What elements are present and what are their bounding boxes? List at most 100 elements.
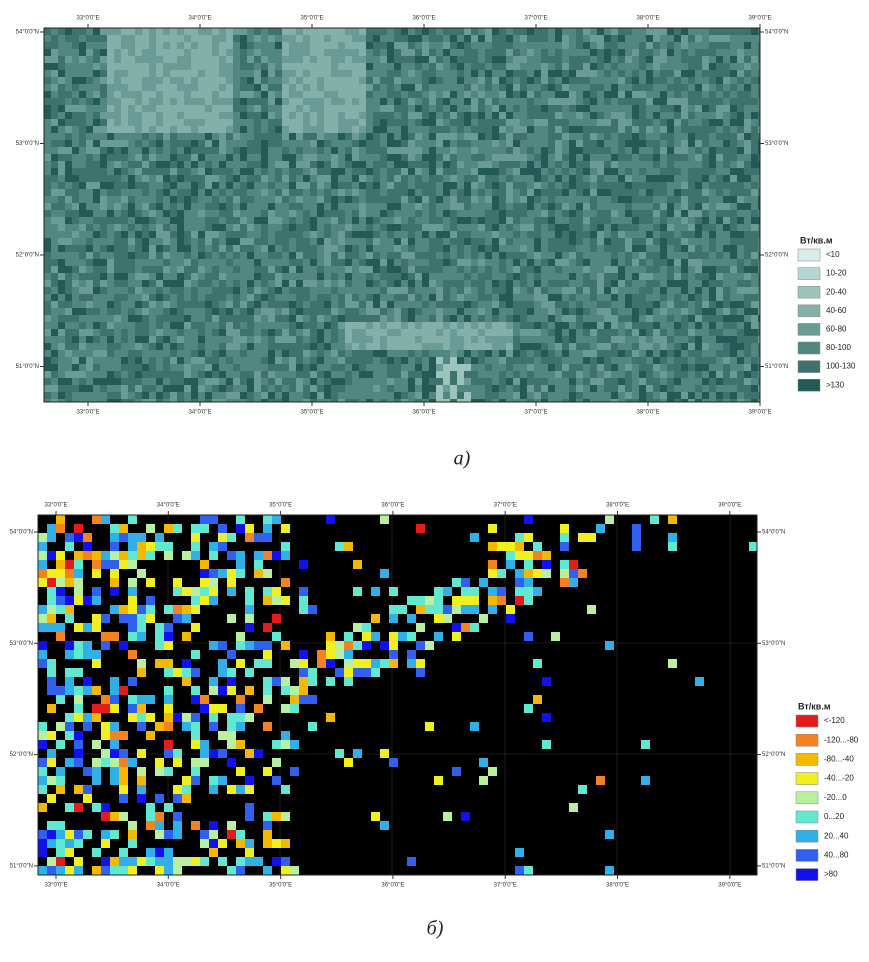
raster-cell bbox=[373, 35, 380, 42]
raster-cell bbox=[415, 217, 422, 224]
raster-cell bbox=[359, 196, 366, 203]
raster-cell bbox=[205, 154, 212, 161]
raster-cell bbox=[373, 119, 380, 126]
raster-cell bbox=[401, 161, 408, 168]
raster-cell bbox=[590, 119, 597, 126]
raster-cell bbox=[282, 175, 289, 182]
raster-cell bbox=[240, 182, 247, 189]
raster-cell bbox=[688, 84, 695, 91]
raster-cell bbox=[212, 217, 219, 224]
raster-cell bbox=[569, 259, 576, 266]
raster-cell bbox=[254, 154, 261, 161]
raster-cell bbox=[324, 91, 331, 98]
raster-cell bbox=[513, 175, 520, 182]
raster-cell bbox=[107, 35, 114, 42]
raster-cell bbox=[219, 224, 226, 231]
raster-cell bbox=[352, 63, 359, 70]
raster-cell bbox=[142, 224, 149, 231]
raster-cell bbox=[93, 280, 100, 287]
raster-cell bbox=[170, 182, 177, 189]
raster-cell bbox=[114, 35, 121, 42]
raster-cell bbox=[576, 182, 583, 189]
raster-cell bbox=[247, 91, 254, 98]
raster-cell bbox=[44, 42, 51, 49]
raster-cell bbox=[121, 273, 128, 280]
raster-cell bbox=[681, 252, 688, 259]
raster-cell bbox=[107, 308, 114, 315]
raster-cell bbox=[702, 238, 709, 245]
raster-cell bbox=[65, 294, 72, 301]
raster-cell bbox=[58, 140, 65, 147]
raster-cell bbox=[72, 63, 79, 70]
raster-cell bbox=[457, 98, 464, 105]
raster-cell bbox=[681, 182, 688, 189]
raster-cell bbox=[163, 280, 170, 287]
raster-cell bbox=[625, 322, 632, 329]
raster-cell bbox=[464, 343, 471, 350]
raster-cell bbox=[604, 175, 611, 182]
raster-cell bbox=[408, 259, 415, 266]
raster-cell bbox=[275, 154, 282, 161]
raster-cell bbox=[324, 217, 331, 224]
raster-cell bbox=[79, 231, 86, 238]
raster-cell bbox=[436, 133, 443, 140]
raster-cell bbox=[429, 287, 436, 294]
raster-cell bbox=[562, 210, 569, 217]
raster-cell bbox=[709, 140, 716, 147]
raster-cell bbox=[331, 336, 338, 343]
raster-cell bbox=[513, 35, 520, 42]
raster-cell bbox=[751, 189, 758, 196]
raster-cell bbox=[142, 49, 149, 56]
raster-cell bbox=[352, 147, 359, 154]
raster-cell bbox=[177, 133, 184, 140]
raster-cell bbox=[394, 70, 401, 77]
raster-cell bbox=[205, 175, 212, 182]
raster-cell bbox=[254, 308, 261, 315]
raster-cell bbox=[737, 210, 744, 217]
raster-cell bbox=[639, 154, 646, 161]
raster-cell bbox=[443, 357, 450, 364]
raster-cell bbox=[541, 329, 548, 336]
raster-cell bbox=[100, 203, 107, 210]
raster-cell bbox=[86, 238, 93, 245]
raster-cell bbox=[590, 322, 597, 329]
raster-cell bbox=[114, 147, 121, 154]
raster-cell bbox=[380, 42, 387, 49]
raster-cell bbox=[394, 252, 401, 259]
raster-cell bbox=[373, 49, 380, 56]
raster-cell bbox=[436, 77, 443, 84]
raster-cell bbox=[366, 364, 373, 371]
raster-cell bbox=[170, 189, 177, 196]
raster-cell bbox=[646, 280, 653, 287]
raster-cell bbox=[590, 56, 597, 63]
raster-cell bbox=[681, 238, 688, 245]
raster-cell bbox=[576, 35, 583, 42]
raster-cell bbox=[583, 350, 590, 357]
raster-cell bbox=[303, 147, 310, 154]
raster-cell bbox=[317, 196, 324, 203]
raster-cell bbox=[79, 35, 86, 42]
raster-cell bbox=[401, 49, 408, 56]
raster-cell bbox=[639, 350, 646, 357]
raster-cell bbox=[282, 189, 289, 196]
raster-cell bbox=[205, 245, 212, 252]
raster-cell bbox=[387, 266, 394, 273]
raster-cell bbox=[660, 294, 667, 301]
raster-cell bbox=[296, 266, 303, 273]
raster-cell bbox=[611, 35, 618, 42]
raster-cell bbox=[737, 119, 744, 126]
raster-cell bbox=[331, 196, 338, 203]
raster-cell bbox=[156, 364, 163, 371]
raster-cell bbox=[331, 224, 338, 231]
raster-cell bbox=[296, 63, 303, 70]
raster-cell bbox=[695, 266, 702, 273]
raster-cell bbox=[254, 266, 261, 273]
raster-cell bbox=[695, 203, 702, 210]
raster-cell bbox=[44, 252, 51, 259]
raster-cell bbox=[170, 140, 177, 147]
raster-cell bbox=[639, 105, 646, 112]
raster-cell bbox=[695, 98, 702, 105]
raster-cell bbox=[184, 336, 191, 343]
raster-cell bbox=[142, 63, 149, 70]
raster-cell bbox=[121, 182, 128, 189]
